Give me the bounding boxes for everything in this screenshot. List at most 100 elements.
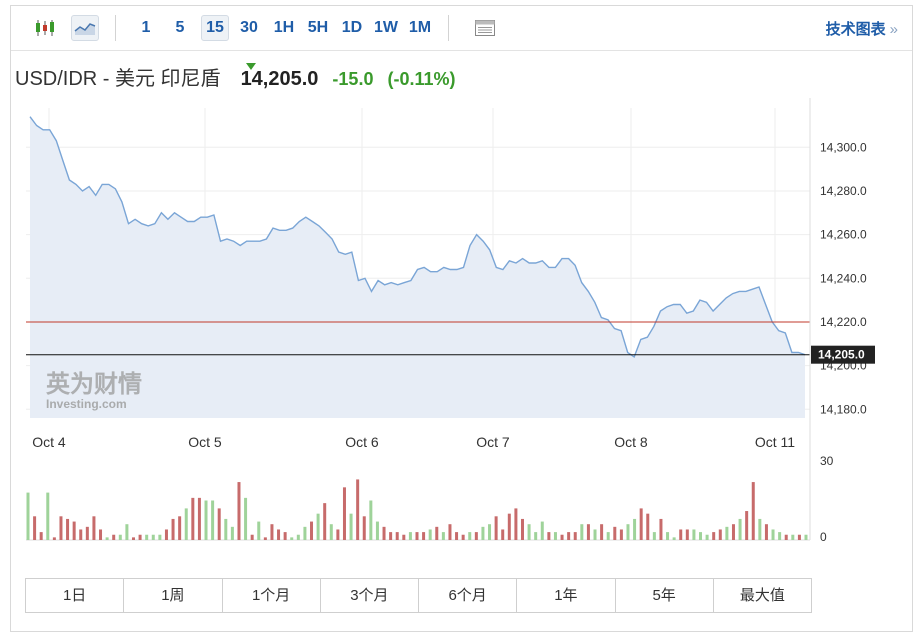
volume-bar [778, 532, 782, 540]
volume-bar [382, 526, 386, 540]
technical-chart-label: 技术图表 [825, 21, 886, 38]
volume-bar [468, 532, 472, 540]
volume-bar [237, 482, 241, 540]
volume-bar [283, 532, 287, 540]
last-price: 14,205.0 [240, 68, 319, 90]
volume-bar [441, 532, 445, 540]
price-area [30, 116, 805, 418]
volume-bar [501, 529, 505, 540]
volume-bar [356, 479, 360, 540]
watermark-text: Investing.com [46, 397, 127, 411]
price-change: -15.0 [332, 69, 374, 89]
volume-bar [666, 532, 670, 540]
currency-pair-title: USD/IDR - 美元 印尼盾 [15, 68, 221, 90]
volume-bar [804, 534, 808, 540]
volume-bar [547, 532, 551, 540]
watermark-logo: 英为财情 [46, 370, 142, 398]
chart-toolbar: 1 5 15 30 1H 5H 1D 1W 1M 技术图表» [11, 6, 912, 51]
volume-bar [59, 516, 63, 540]
timeframe-1[interactable]: 1 [141, 19, 151, 36]
timeframe-1w[interactable]: 1W [374, 19, 398, 36]
volume-bar [586, 524, 590, 540]
volume-bar [534, 532, 538, 540]
volume-bar [72, 521, 76, 540]
timeframe-30[interactable]: 30 [240, 19, 258, 36]
volume-bar [731, 524, 735, 540]
volume-bar [296, 534, 300, 540]
range-tab-5[interactable]: 1年 [517, 579, 616, 612]
timeframe-5[interactable]: 5 [175, 19, 185, 36]
range-tab-4[interactable]: 6个月 [419, 579, 518, 612]
double-chevron-right-icon: » [889, 21, 898, 38]
volume-bar [764, 524, 768, 540]
timeframe-1h[interactable]: 1H [273, 19, 295, 36]
volume-bar [164, 529, 168, 540]
table-icon[interactable] [471, 15, 499, 41]
volume-bar [408, 532, 412, 540]
volume-bar [784, 534, 788, 540]
volume-bar [362, 516, 366, 540]
volume-bar [263, 537, 267, 540]
volume-bar [553, 532, 557, 540]
price-line [29, 116, 806, 358]
volume-bar [633, 518, 637, 540]
timeframe-15[interactable]: 15 [201, 15, 229, 41]
y-tick-label: 14,280.0 [820, 184, 867, 198]
y-tick-label: 14,300.0 [820, 140, 867, 154]
volume-bar [461, 534, 465, 540]
range-tab-6[interactable]: 5年 [616, 579, 714, 612]
volume-tick-label: 0 [820, 530, 827, 544]
technical-chart-link[interactable]: 技术图表» [826, 18, 898, 39]
timeframe-5h[interactable]: 5H [307, 19, 329, 36]
volume-bar [244, 497, 248, 540]
volume-bar [112, 534, 116, 540]
range-tabs: 1日 1周 1个月 3个月 6个月 1年 5年 最大值 [25, 578, 812, 613]
y-tick-label: 14,180.0 [820, 402, 867, 416]
volume-bar [738, 518, 742, 540]
volume-bar [626, 524, 630, 540]
timeframe-1d[interactable]: 1D [341, 19, 363, 36]
volume-bar [66, 518, 70, 540]
volume-bar [349, 513, 353, 540]
volume-bar [474, 532, 478, 540]
candlestick-icon[interactable] [31, 15, 59, 41]
volume-bar [455, 532, 459, 540]
volume-bar [230, 526, 234, 540]
area-chart-icon[interactable] [71, 15, 99, 41]
volume-bar [718, 529, 722, 540]
current-price-label: 14,205.0 [818, 348, 865, 362]
range-tab-0[interactable]: 1日 [26, 579, 125, 612]
volume-bar [85, 526, 89, 540]
volume-bar [118, 534, 122, 540]
volume-bar [211, 500, 215, 540]
volume-bar [494, 516, 498, 540]
volume-bar [197, 497, 201, 540]
volume-bar [428, 529, 432, 540]
volume-bar [600, 524, 604, 540]
x-tick-label: Oct 6 [345, 434, 379, 450]
x-tick-label: Oct 4 [32, 434, 66, 450]
volume-bar [659, 518, 663, 540]
volume-bar [342, 487, 346, 540]
range-tab-2[interactable]: 1个月 [223, 579, 321, 612]
volume-bar [567, 532, 571, 540]
volume-bar [171, 518, 175, 540]
price-change-percent: (-0.11%) [387, 69, 456, 89]
range-tab-1[interactable]: 1周 [124, 579, 223, 612]
volume-bar [184, 508, 188, 540]
toolbar-separator [115, 15, 116, 41]
range-tab-3[interactable]: 3个月 [321, 579, 419, 612]
timeframe-1m[interactable]: 1M [408, 19, 432, 36]
volume-bar [751, 482, 755, 540]
volume-bar [270, 524, 274, 540]
volume-bar [290, 537, 294, 540]
range-tab-7[interactable]: 最大值 [739, 587, 785, 604]
volume-bar [593, 529, 597, 540]
volume-bar [507, 513, 511, 540]
volume-bar [158, 534, 162, 540]
y-tick-label: 14,240.0 [820, 271, 867, 285]
volume-tick-label: 30 [820, 454, 834, 468]
volume-bar [33, 516, 37, 540]
volume-bar [646, 513, 650, 540]
